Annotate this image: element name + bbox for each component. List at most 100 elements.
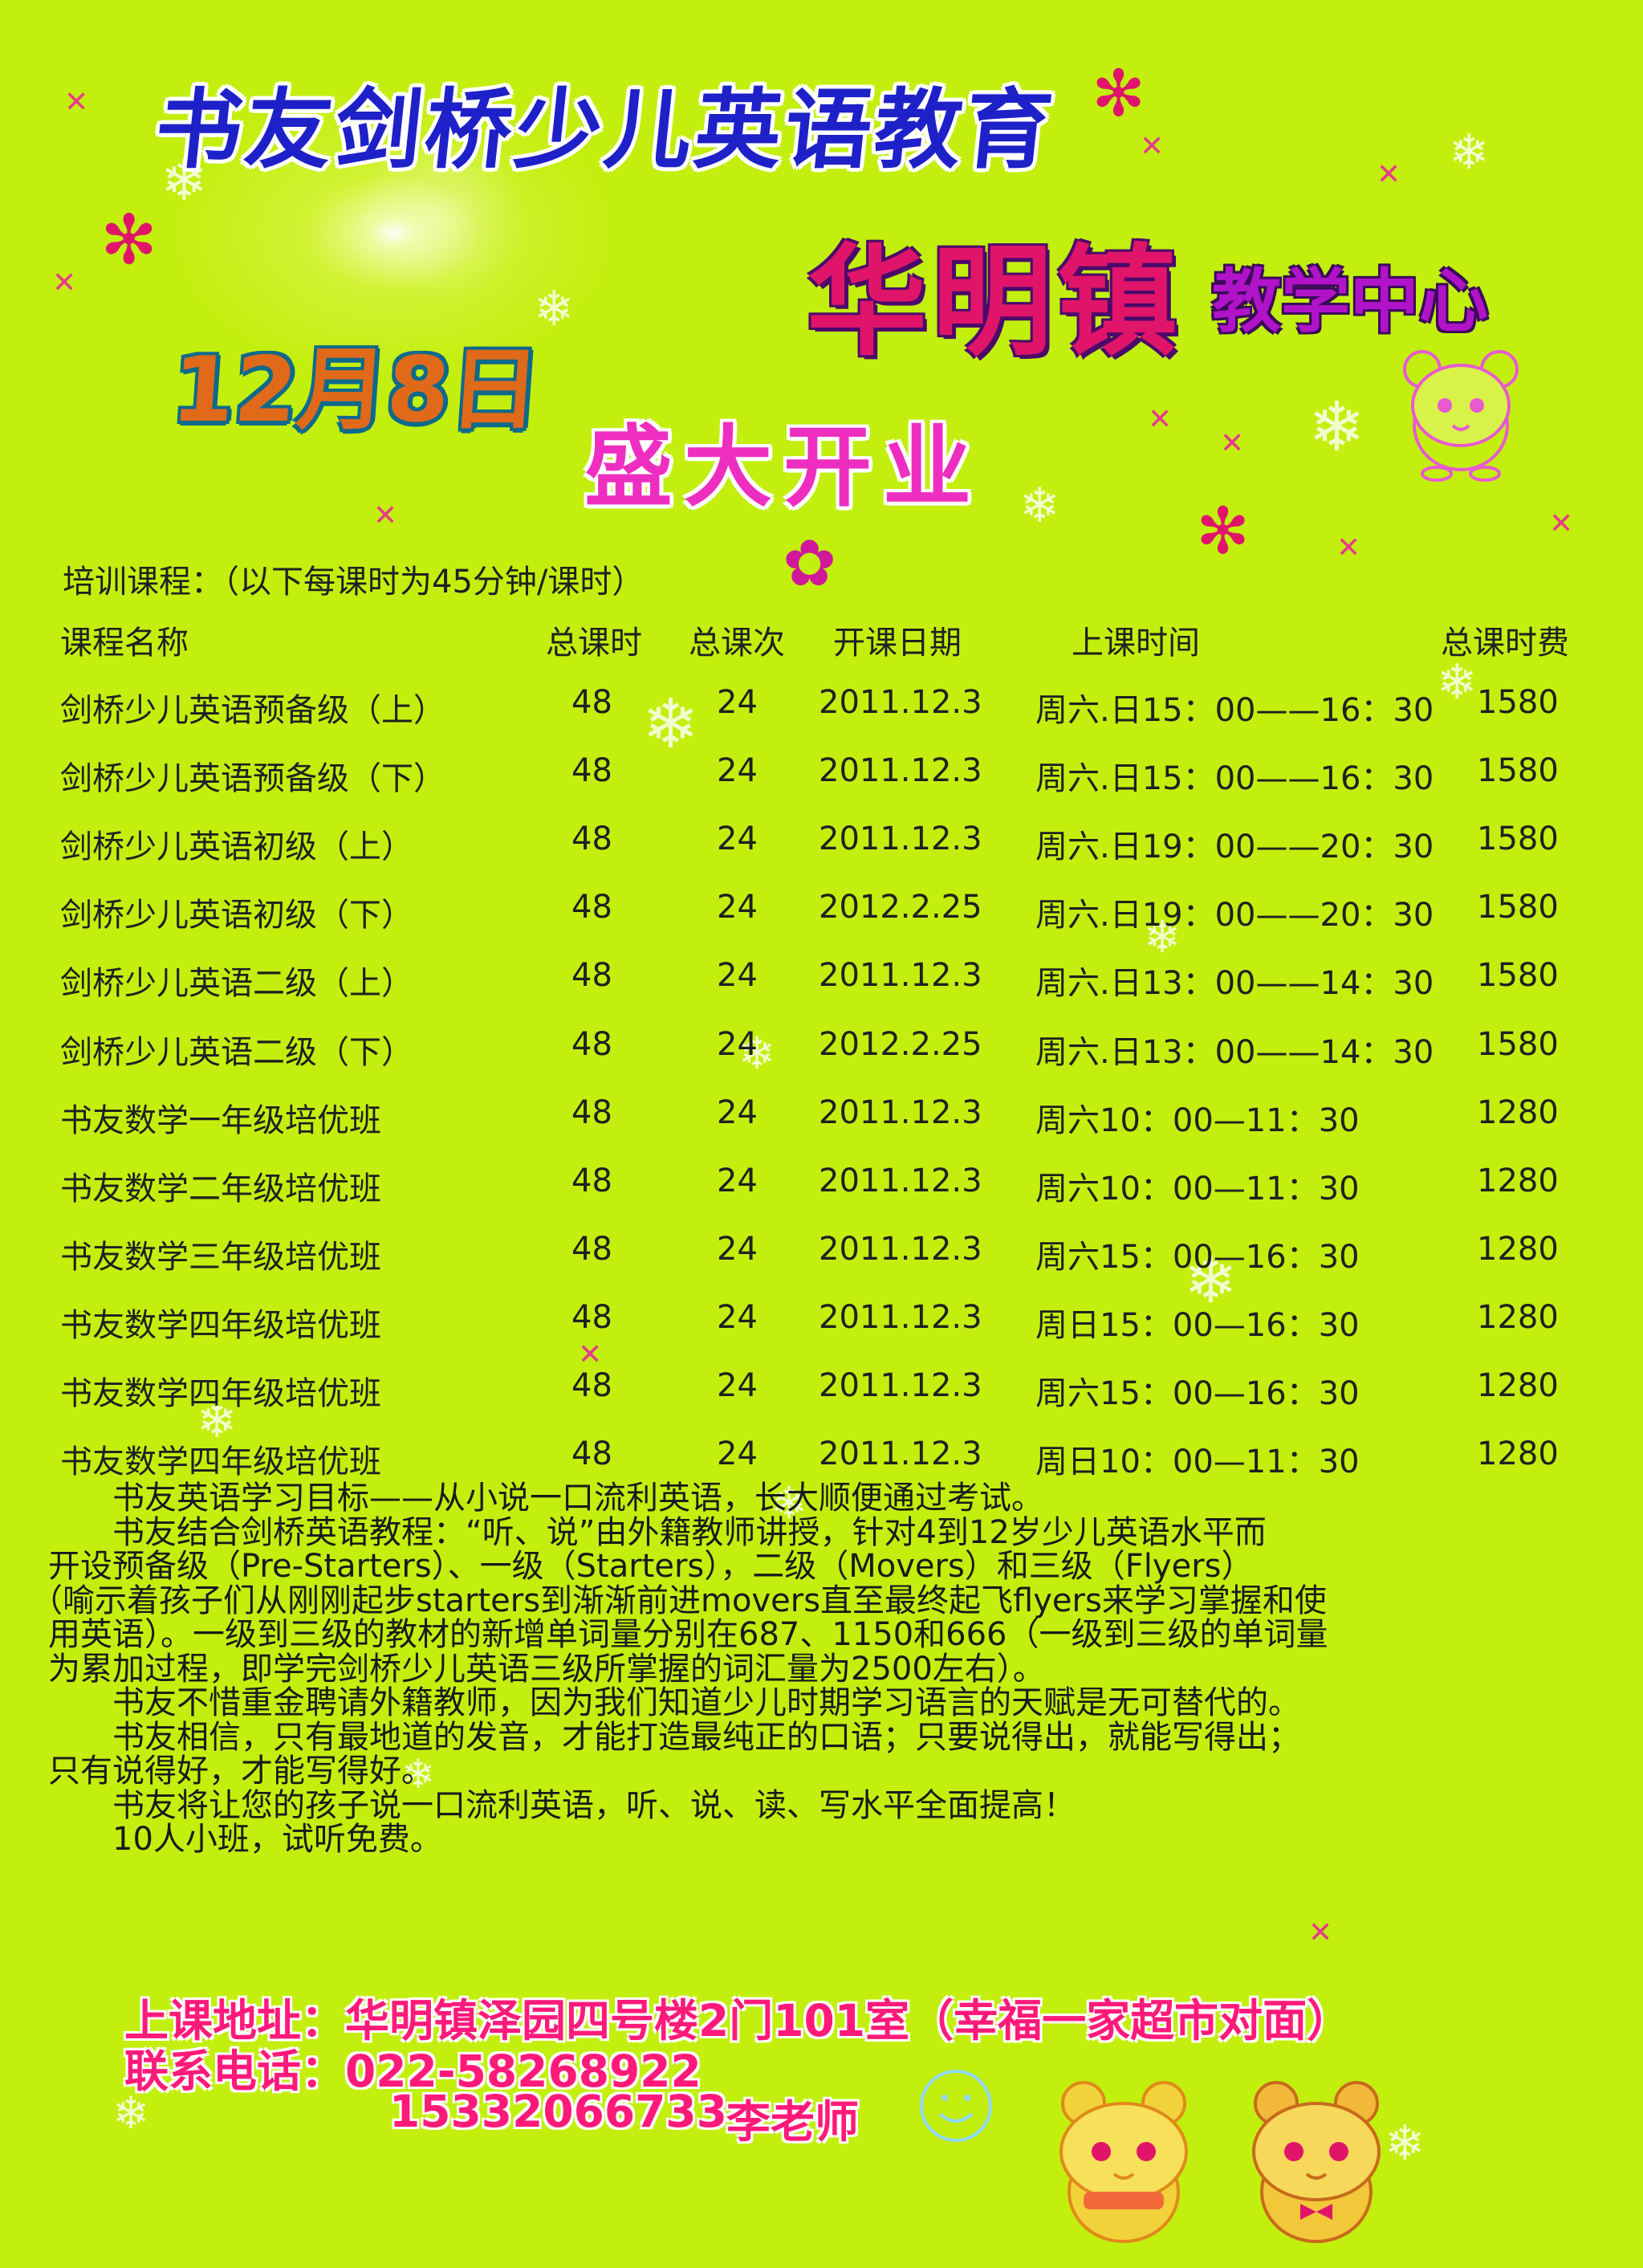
row-name: 书友数学四年级培优班: [60, 1375, 381, 1412]
pink-snowflake-icon: ✻: [1092, 56, 1146, 131]
intro-line: 书友将让您的孩子说一口流利英语，听、说、读、写水平全面提高！: [48, 1786, 1076, 1824]
row-time: 周日10：00—11：30: [1035, 1443, 1360, 1480]
row-fee: 1280: [1477, 1094, 1559, 1131]
sparkle-icon: ✕: [373, 499, 398, 532]
sparkle-icon: ✕: [1336, 531, 1361, 564]
snowflake-icon: ❄: [161, 148, 208, 214]
sparkle-icon: ✕: [1308, 1916, 1333, 1949]
contact-phone: 联系电话：022-58268922: [124, 2046, 702, 2097]
row-time: 周六.日19：00——20：30: [1035, 829, 1434, 865]
snowflake-icon: ❄: [534, 281, 575, 337]
intro-line: 开设预备级（Pre-Starters）、一级（Starters），二级（Move…: [48, 1548, 1254, 1585]
sparkle-icon: ✕: [578, 1338, 603, 1371]
row-sessions: 24: [717, 820, 758, 857]
row-name: 书友数学二年级培优班: [60, 1171, 381, 1207]
header-course-name: 课程名称: [60, 625, 189, 662]
snowflake-icon: ❄: [1385, 2115, 1425, 2172]
hamster-icon: [1403, 350, 1519, 482]
row-sessions: 24: [717, 1231, 758, 1268]
row-time: 周六10：00—11：30: [1035, 1171, 1360, 1207]
row-sessions: 24: [717, 752, 758, 789]
snowflake-icon: ❄: [1144, 911, 1181, 963]
hamster-right-icon: [1252, 2081, 1381, 2243]
row-fee: 1580: [1477, 820, 1559, 857]
row-name: 书友数学四年级培优班: [60, 1307, 381, 1344]
row-sessions: 24: [717, 1299, 758, 1336]
snowflake-icon: ❄: [1449, 124, 1490, 181]
lens-flare-glow: [112, 48, 674, 417]
sparkle-icon: ✕: [1377, 158, 1401, 191]
snowflake-icon: ❄: [738, 1028, 776, 1079]
snowflake-icon: ❄: [771, 1477, 808, 1529]
snowflake-icon: ❄: [401, 1751, 435, 1798]
intro-line: 只有说得好，才能写得好。: [48, 1753, 433, 1790]
row-name: 书友数学四年级培优班: [60, 1443, 381, 1480]
row-hours: 48: [571, 820, 612, 857]
row-time: 周六.日15：00——16：30: [1035, 760, 1434, 797]
sparkle-icon: ✕: [1220, 427, 1245, 460]
lens-flare-highlight: [337, 120, 546, 313]
header-start-date: 开课日期: [833, 625, 962, 662]
intro-line: 用英语）。一级到三级的教材的新增单词量分别在687、1150和666（一级到三级…: [48, 1616, 1328, 1653]
row-hours: 48: [571, 684, 612, 721]
flower-icon: ✿: [783, 526, 837, 601]
row-sessions: 24: [717, 1163, 758, 1199]
snowflake-icon: ❄: [197, 1393, 238, 1449]
row-sessions: 24: [717, 1094, 758, 1131]
row-name: 剑桥少儿英语二级（下）: [60, 1034, 413, 1071]
sparkle-icon: ✕: [52, 267, 77, 299]
sparkle-icon: ✕: [1549, 507, 1574, 540]
row-start: 2011.12.3: [819, 1163, 982, 1199]
class-address: 上课地址：华明镇泽园四号楼2门101室（幸福一家超市对面）: [124, 1995, 1352, 2046]
row-fee: 1280: [1477, 1299, 1559, 1336]
snowflake-icon: ❄: [1308, 388, 1366, 467]
row-sessions: 24: [717, 889, 758, 926]
sparkle-icon: ✕: [1140, 130, 1165, 163]
snowflake-icon: ❄: [1184, 1243, 1238, 1317]
snowflake-icon: ❄: [112, 2087, 150, 2139]
row-time: 周日15：00—16：30: [1035, 1307, 1360, 1344]
row-sessions: 24: [717, 957, 758, 994]
row-time: 周六.日15：00——16：30: [1035, 692, 1434, 729]
row-sessions: 24: [717, 1367, 758, 1404]
snowflake-icon: ❄: [1437, 654, 1478, 711]
sparkle-icon: ✕: [64, 86, 89, 119]
row-fee: 1580: [1477, 1026, 1559, 1063]
row-fee: 1580: [1477, 957, 1559, 994]
row-name: 书友数学一年级培优班: [60, 1102, 381, 1139]
intro-line: 书友英语学习目标——从小说一口流利英语，长大顺便通过考试。: [48, 1480, 1043, 1517]
header-class-time: 上课时间: [1072, 625, 1200, 662]
intro-line: 书友结合剑桥英语教程：“听、说”由外籍教师讲授，针对4到12岁少儿英语水平而: [48, 1513, 1267, 1551]
row-start: 2011.12.3: [819, 957, 982, 994]
row-start: 2011.12.3: [819, 1367, 982, 1404]
row-fee: 1580: [1477, 752, 1559, 789]
school-name: 书友剑桥少儿英语教育: [150, 80, 1060, 181]
row-hours: 48: [571, 1299, 612, 1336]
pink-snowflake-icon: ✻: [100, 201, 158, 280]
row-fee: 1280: [1477, 1163, 1559, 1199]
sparkle-icon: ✕: [1148, 403, 1173, 436]
hamster-left-icon: [1059, 2081, 1188, 2243]
row-start: 2011.12.3: [819, 684, 982, 721]
intro-line: 为累加过程，即学完剑桥少儿英语三级所掌握的词汇量为2500左右）。: [48, 1650, 1045, 1688]
smiley-icon: [920, 2070, 992, 2142]
row-fee: 1280: [1477, 1367, 1559, 1404]
row-start: 2012.2.25: [819, 889, 982, 926]
intro-paragraph: 书友英语学习目标——从小说一口流利英语，长大顺便通过考试。 书友结合剑桥英语教程…: [31, 1480, 1573, 1858]
row-hours: 48: [571, 957, 612, 994]
row-fee: 1280: [1477, 1435, 1559, 1472]
row-start: 2011.12.3: [819, 1435, 982, 1472]
row-fee: 1580: [1477, 889, 1559, 926]
header-total-sessions: 总课次: [689, 625, 785, 662]
contact-teacher: 李老师: [726, 2096, 860, 2148]
row-time: 周六15：00—16：30: [1035, 1375, 1360, 1412]
row-start: 2011.12.3: [819, 752, 982, 789]
row-hours: 48: [571, 889, 612, 926]
row-sessions: 24: [717, 1435, 758, 1472]
intro-line: 10人小班，试听免费。: [48, 1821, 442, 1858]
snowflake-icon: ❄: [642, 685, 700, 764]
row-start: 2011.12.3: [819, 1094, 982, 1131]
row-name: 剑桥少儿英语预备级（下）: [60, 760, 445, 797]
row-sessions: 24: [717, 684, 758, 721]
row-name: 剑桥少儿英语预备级（上）: [60, 692, 445, 729]
